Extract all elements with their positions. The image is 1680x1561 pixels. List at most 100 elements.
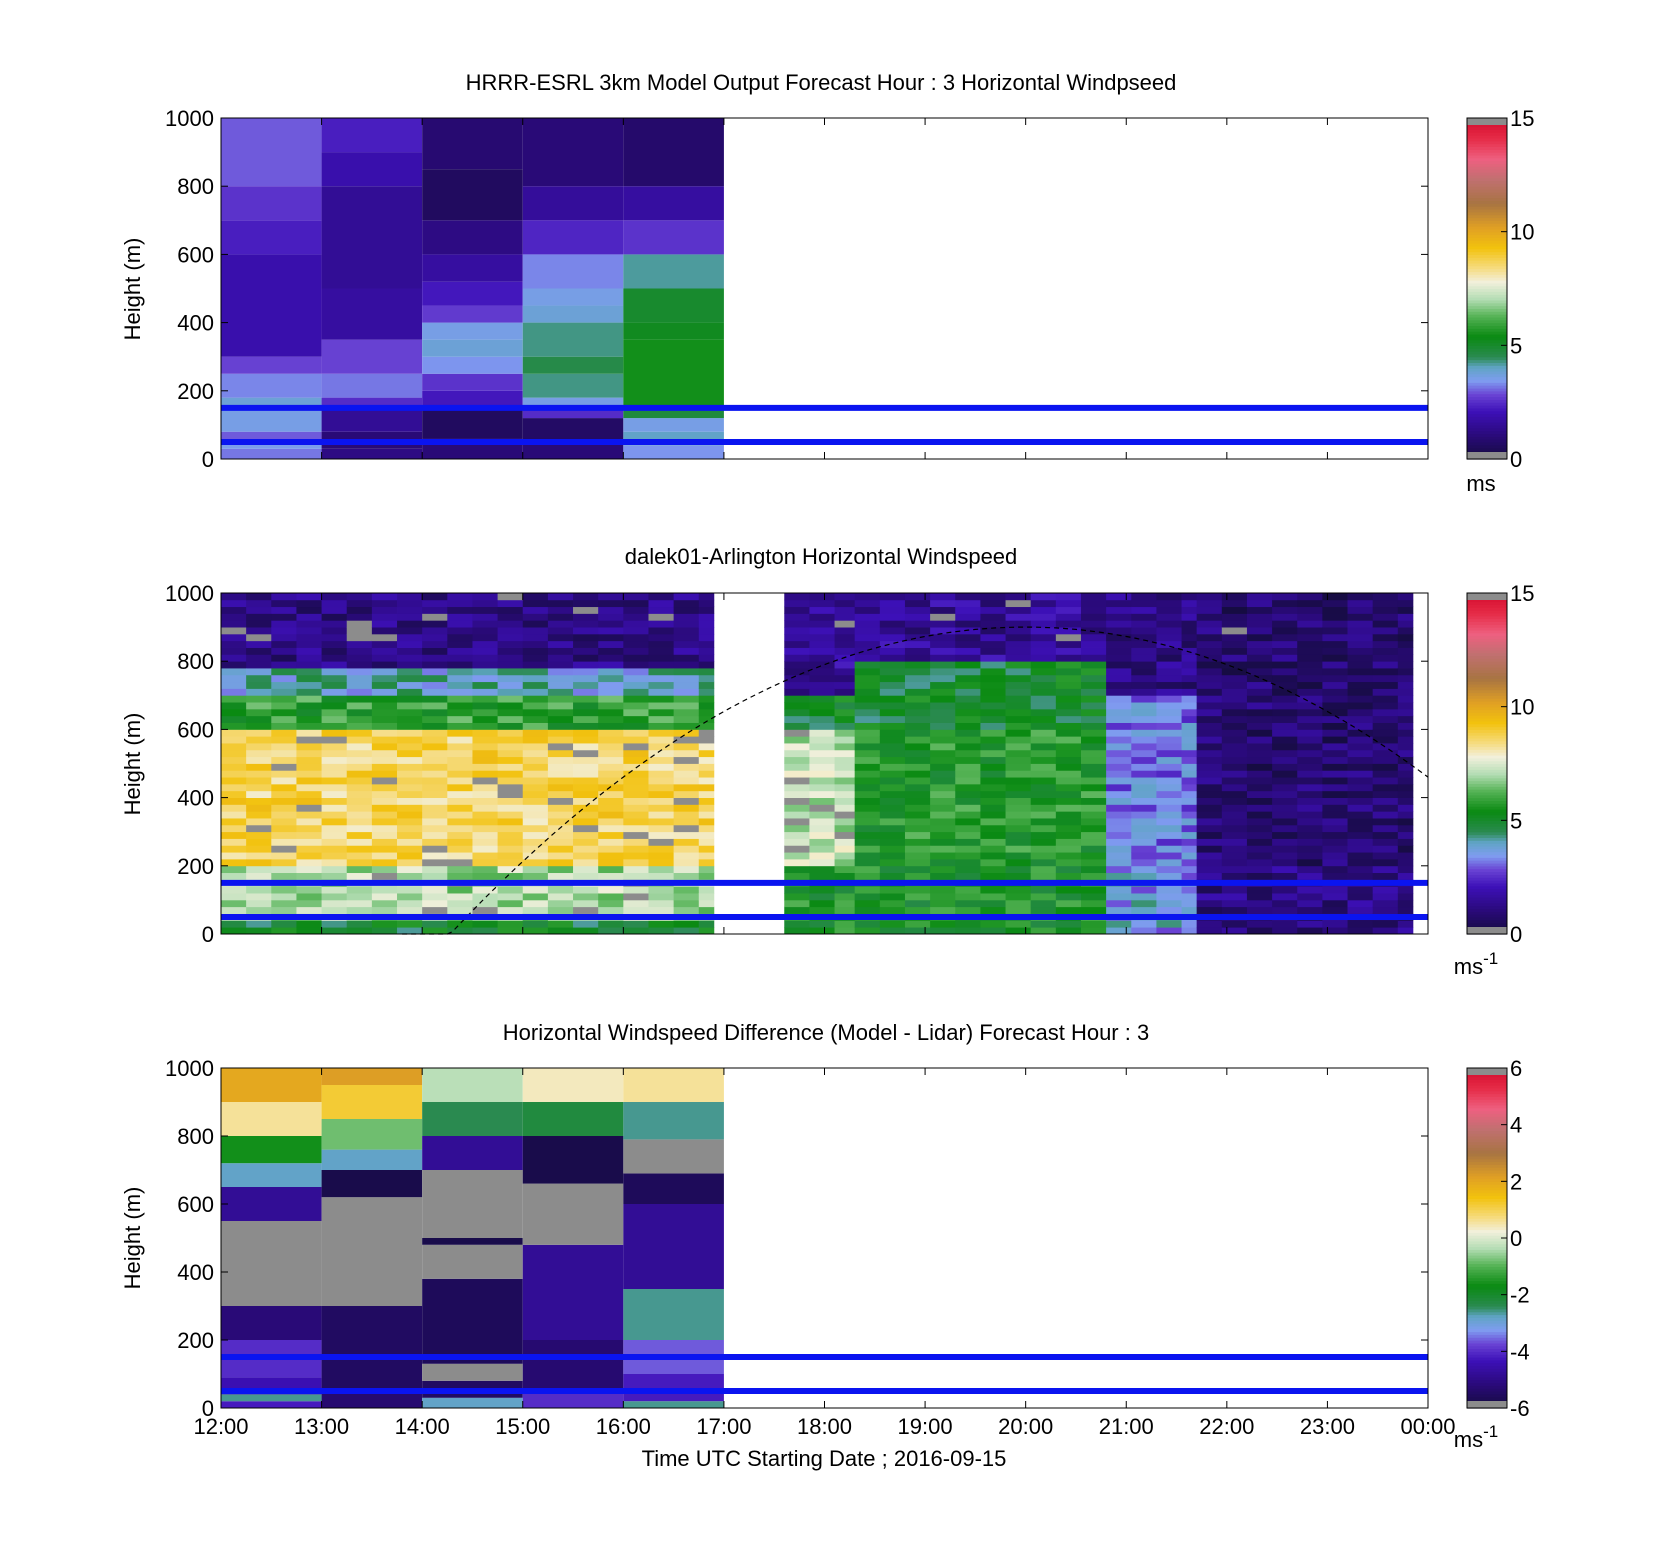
heatmap-cell: [472, 783, 499, 792]
heatmap-cell: [1080, 838, 1107, 846]
heatmap-cell: [623, 783, 649, 792]
heatmap-cell: [955, 906, 981, 914]
heatmap-cell: [904, 804, 931, 812]
heatmap-cell: [1131, 599, 1157, 608]
heatmap-cell: [1221, 865, 1248, 874]
heatmap-cell: [522, 1183, 624, 1245]
heatmap-cell: [854, 688, 881, 696]
heatmap-cell: [1372, 777, 1399, 785]
heatmap-cell: [809, 811, 835, 819]
heatmap-cell: [1005, 708, 1032, 717]
heatmap-cell: [904, 736, 931, 744]
heatmap-cell: [246, 715, 272, 723]
x-tick-label: 00:00: [1400, 1414, 1455, 1439]
heatmap-cell: [547, 783, 574, 792]
heatmap-cell: [854, 729, 881, 737]
heatmap-cell: [834, 899, 856, 908]
heatmap-cell: [371, 743, 398, 751]
heatmap-cell: [397, 661, 423, 669]
heatmap-cell: [1080, 763, 1107, 771]
heatmap-cell: [472, 811, 499, 819]
heatmap-cell: [955, 811, 981, 819]
x-tick-label: 20:00: [998, 1414, 1053, 1439]
heatmap-cell: [547, 633, 574, 642]
heatmap-cell: [371, 920, 398, 928]
heatmap-cell: [497, 824, 524, 833]
heatmap-cell: [573, 593, 599, 601]
heatmap-cell: [472, 688, 499, 696]
colorbar-segment: [1467, 123, 1507, 128]
heatmap-cell: [246, 770, 272, 778]
colorbar-segment: [1467, 140, 1507, 145]
heatmap-cell: [296, 797, 322, 805]
heatmap-cell: [1347, 818, 1374, 826]
colorbar-segment: [1467, 1317, 1507, 1321]
heatmap-cell: [1196, 831, 1223, 839]
heatmap-cell: [1322, 599, 1348, 608]
heatmap-cell: [472, 627, 499, 635]
heatmap-cell: [930, 715, 956, 723]
heatmap-cell: [834, 695, 856, 703]
heatmap-cell: [673, 831, 700, 839]
heatmap-cell: [1221, 777, 1248, 785]
colorbar-segment: [1467, 129, 1507, 133]
heatmap-cell: [673, 777, 700, 785]
heatmap-cell: [1080, 633, 1107, 642]
heatmap-cell: [522, 418, 624, 442]
heatmap-cell: [698, 845, 715, 853]
heatmap-cell: [397, 599, 423, 608]
heatmap-cell: [648, 845, 675, 853]
heatmap-cell: [547, 824, 574, 833]
heatmap-cell: [522, 886, 549, 894]
heatmap-cell: [698, 695, 715, 703]
heatmap-cell: [1131, 818, 1157, 826]
heatmap-cell: [1221, 674, 1248, 683]
colorbar-segment: [1467, 1334, 1507, 1338]
heatmap-cell: [1055, 681, 1082, 689]
heatmap-cell: [321, 804, 348, 812]
heatmap-cell: [321, 722, 348, 730]
colorbar-segment: [1467, 635, 1507, 640]
heatmap-cell: [623, 838, 649, 846]
heatmap-cell: [1272, 831, 1298, 839]
colorbar-segment: [1467, 729, 1507, 733]
heatmap-cell: [1080, 599, 1107, 608]
heatmap-cell: [673, 927, 700, 935]
heatmap-cell: [673, 688, 700, 696]
heatmap-cell: [1322, 736, 1348, 744]
heatmap-cell: [271, 783, 297, 792]
heatmap-cell: [1106, 763, 1132, 771]
heatmap-cell: [1272, 627, 1298, 635]
heatmap-cell: [955, 695, 981, 703]
heatmap-cell: [980, 743, 1006, 751]
heatmap-cell: [422, 599, 448, 608]
heatmap-cell: [296, 695, 322, 703]
heatmap-cell: [346, 756, 373, 764]
heatmap-cell: [221, 783, 247, 792]
heatmap-cell: [447, 606, 473, 614]
heatmap-cell: [623, 797, 649, 805]
heatmap-cell: [447, 818, 473, 826]
heatmap-cell: [1221, 899, 1248, 908]
heatmap-cell: [497, 899, 524, 908]
heatmap-cell: [296, 674, 322, 683]
heatmap-cell: [955, 702, 981, 710]
colorbar-segment: [1467, 757, 1507, 762]
heatmap-cell: [834, 593, 856, 601]
heatmap-cell: [221, 715, 247, 723]
colorbar-segment: [1467, 1113, 1507, 1117]
heatmap-cell: [246, 654, 272, 662]
heatmap-cell: [1397, 654, 1414, 662]
colorbar-segment: [1467, 271, 1507, 275]
heatmap-cell: [598, 831, 624, 839]
colorbar-segment: [1467, 1342, 1507, 1347]
heatmap-cell: [698, 831, 715, 839]
heatmap-cell: [1246, 777, 1273, 785]
heatmap-cell: [246, 627, 272, 635]
colorbar-segment: [1467, 1263, 1507, 1267]
colorbar-segment: [1467, 808, 1507, 813]
heatmap-cell: [472, 886, 499, 894]
heatmap-cell: [598, 647, 624, 655]
heatmap-cell: [497, 654, 524, 662]
heatmap-cell: [955, 708, 981, 717]
